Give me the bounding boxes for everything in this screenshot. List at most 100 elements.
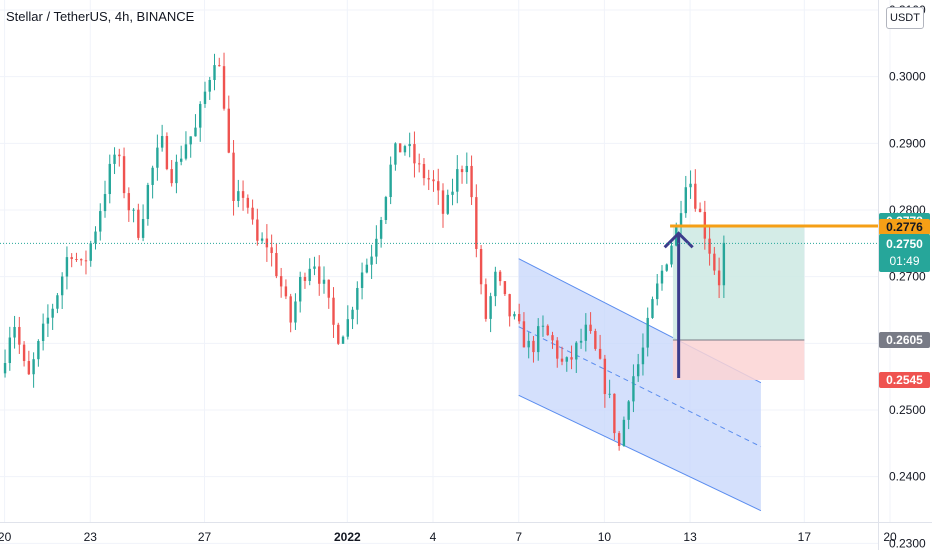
candle-body (80, 259, 83, 261)
candle-body (265, 238, 269, 248)
candle-body (489, 296, 492, 319)
candle-body (213, 65, 216, 80)
candle-body (541, 325, 545, 327)
candle-body (418, 163, 421, 165)
candle-body (327, 279, 330, 298)
candle-body (513, 314, 516, 317)
candle-body (508, 294, 511, 317)
time-tick-label: 13 (683, 530, 697, 544)
candle-body (384, 197, 388, 221)
candle-body (108, 163, 111, 195)
candle-body (218, 65, 221, 67)
time-tick-label: 7 (515, 530, 522, 544)
channel-fill (518, 258, 761, 511)
time-tick-label: 4 (430, 530, 437, 544)
candle-body (722, 242, 726, 286)
candle-body (551, 335, 554, 341)
level-price-label: 0.2776 (879, 219, 930, 235)
stop-price-label: 0.2545 (879, 372, 930, 388)
candle-body (422, 164, 426, 179)
candle-body (127, 193, 131, 211)
candle-body (179, 158, 183, 162)
price-tick-label: 0.2500 (889, 403, 926, 417)
candle-body (603, 358, 607, 395)
time-tick-label: 23 (84, 530, 98, 544)
candle-body (199, 103, 202, 128)
candle-body (8, 337, 12, 364)
candle-body (494, 271, 497, 297)
candle-body (394, 143, 397, 165)
candle-body (156, 147, 159, 168)
candle-body (456, 169, 459, 192)
candle-body (537, 326, 540, 353)
price-tick-label: 0.2900 (889, 136, 926, 150)
time-tick-label: 2022 (334, 530, 361, 544)
candle-body (241, 191, 245, 198)
profit-zone (672, 224, 805, 340)
candle-body (341, 336, 345, 344)
price-axis: 0.31000.30000.29000.28000.27000.26000.25… (889, 3, 926, 550)
candle-body (475, 197, 478, 249)
time-tick-label: 20 (883, 530, 897, 544)
candle-body (303, 277, 307, 281)
candle-body (608, 393, 611, 395)
candle-body (27, 361, 31, 375)
candle-body (3, 363, 7, 374)
candle-body (698, 208, 702, 212)
candle-body (279, 276, 283, 287)
candle-body (651, 299, 654, 318)
candle-body (22, 344, 26, 362)
candle-body (318, 266, 321, 284)
candle-body (446, 194, 449, 214)
candle-body (403, 146, 407, 153)
candle-body (246, 197, 250, 208)
candle-body (194, 127, 197, 137)
candle-body (346, 319, 349, 337)
candle-body (32, 359, 35, 375)
candle-body (351, 309, 354, 320)
candle-body (546, 325, 549, 336)
candle-body (684, 187, 687, 214)
candle-body (41, 323, 45, 341)
candle-body (479, 248, 483, 285)
current-price-label: 0.2750 01:49 (879, 234, 930, 273)
candle-body (441, 190, 445, 214)
channel-lower-line (518, 394, 762, 512)
entry-price-label: 0.2605 (879, 332, 930, 348)
candle-body (89, 243, 92, 261)
time-axis: 20 23 27 2022 4 7 10 13 17 20 (0, 530, 897, 544)
candle-body (232, 152, 235, 201)
candle-body (589, 324, 592, 332)
candle-body (570, 357, 573, 360)
candle-body (308, 268, 311, 281)
candle-body (146, 184, 150, 220)
candle-body (627, 401, 630, 420)
candle-body (365, 264, 369, 273)
candle-body (175, 161, 178, 184)
candle-body (170, 169, 173, 184)
candle-body (356, 287, 359, 310)
candle-body (84, 260, 88, 262)
candle-body (560, 358, 564, 362)
time-tick-label: 10 (598, 530, 612, 544)
candle-body (451, 191, 454, 195)
candle-body (251, 207, 254, 220)
candle-body (646, 317, 649, 348)
candle-body (713, 253, 716, 271)
candle-body (379, 220, 383, 239)
candle-body (103, 194, 107, 212)
candle-body (556, 340, 559, 359)
candle-body (51, 308, 54, 318)
candle-body (94, 231, 97, 244)
candle-body (260, 238, 264, 241)
time-tick-label: 17 (798, 530, 812, 544)
candle-body (132, 209, 135, 211)
currency-button[interactable]: USDT (886, 7, 924, 29)
candle-body (641, 347, 645, 365)
candle-body (332, 297, 335, 325)
candle-body (375, 238, 378, 257)
candle-body (75, 258, 78, 260)
candle-body (360, 272, 364, 288)
